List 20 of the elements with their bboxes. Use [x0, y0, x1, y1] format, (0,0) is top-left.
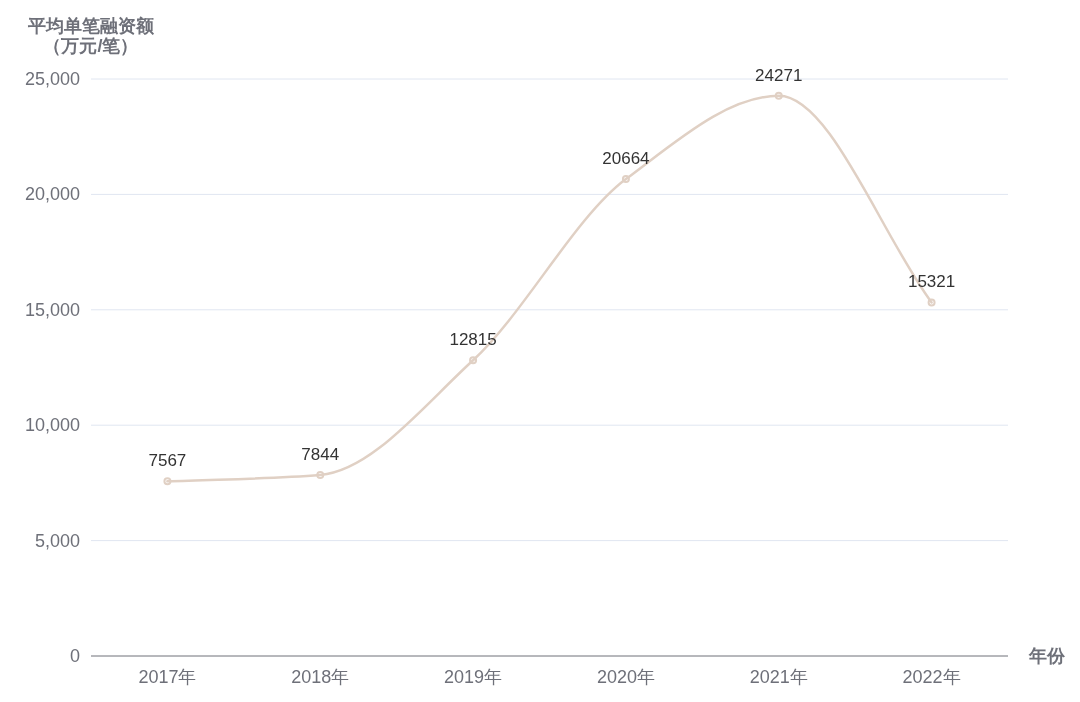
x-tick-label: 2018年	[291, 667, 350, 687]
y-tick-label: 25,000	[24, 69, 80, 89]
x-tick-label: 2017年	[138, 667, 197, 687]
data-label: 7844	[301, 444, 340, 464]
x-tick-label: 2019年	[444, 667, 503, 687]
data-label: 7567	[148, 451, 187, 471]
data-label: 15321	[907, 272, 956, 292]
x-tick-label: 2022年	[902, 667, 961, 687]
x-tick-label: 2020年	[596, 667, 655, 687]
y-tick-label: 10,000	[24, 415, 80, 436]
data-label: 12815	[449, 330, 497, 350]
x-tick-label: 2021年	[749, 667, 808, 687]
y-tick-label: 0	[70, 646, 80, 666]
y-tick-label: 20,000	[24, 184, 80, 205]
data-label: 20664	[602, 149, 650, 169]
y-axis-title: 平均单笔融资额（万元/笔）	[27, 16, 155, 56]
y-tick-label: 5,000	[34, 530, 80, 551]
y-tick-label: 15,000	[24, 299, 80, 320]
x-axis-title: 年份	[1029, 646, 1065, 666]
data-label: 24271	[755, 65, 803, 85]
